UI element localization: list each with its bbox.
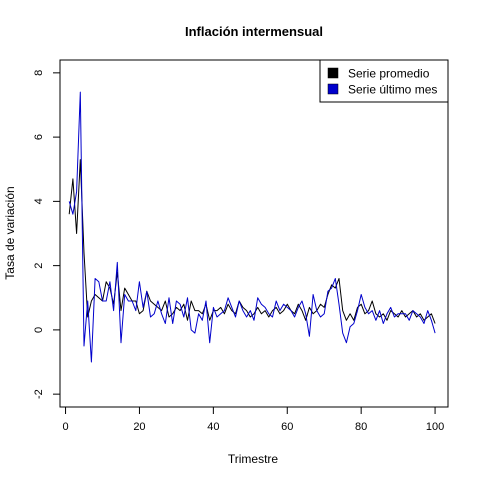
x-axis: 0 20 40 60 80 100 bbox=[62, 406, 444, 433]
legend-swatch-2 bbox=[327, 83, 339, 95]
x-axis-label: Trimestre bbox=[228, 452, 279, 466]
x-tick-label: 0 bbox=[62, 421, 68, 433]
x-tick-label: 80 bbox=[355, 421, 367, 433]
legend: Serie promedio Serie último mes bbox=[319, 59, 449, 103]
y-tick-label: 8 bbox=[33, 70, 45, 76]
x-tick-label: 100 bbox=[426, 421, 444, 433]
plot-area bbox=[59, 59, 449, 408]
plot-frame bbox=[59, 59, 449, 408]
chart-title: Inflación intermensual bbox=[185, 24, 323, 39]
legend-label-2: Serie último mes bbox=[348, 83, 437, 97]
y-tick-label: 4 bbox=[33, 198, 45, 204]
y-tick-label: -2 bbox=[33, 389, 45, 399]
legend-swatch-1 bbox=[327, 67, 339, 79]
y-tick-label: 6 bbox=[33, 134, 45, 140]
y-axis-label: Tasa de variación bbox=[3, 186, 17, 279]
legend-box bbox=[319, 59, 449, 103]
y-axis: -2 0 2 4 6 8 bbox=[33, 70, 61, 399]
x-tick-label: 40 bbox=[207, 421, 219, 433]
legend-label-1: Serie promedio bbox=[348, 67, 430, 81]
y-tick-label: 0 bbox=[33, 327, 45, 333]
x-tick-label: 20 bbox=[133, 421, 145, 433]
y-tick-label: 2 bbox=[33, 263, 45, 269]
series-line-2 bbox=[68, 91, 436, 363]
x-tick-label: 60 bbox=[281, 421, 293, 433]
